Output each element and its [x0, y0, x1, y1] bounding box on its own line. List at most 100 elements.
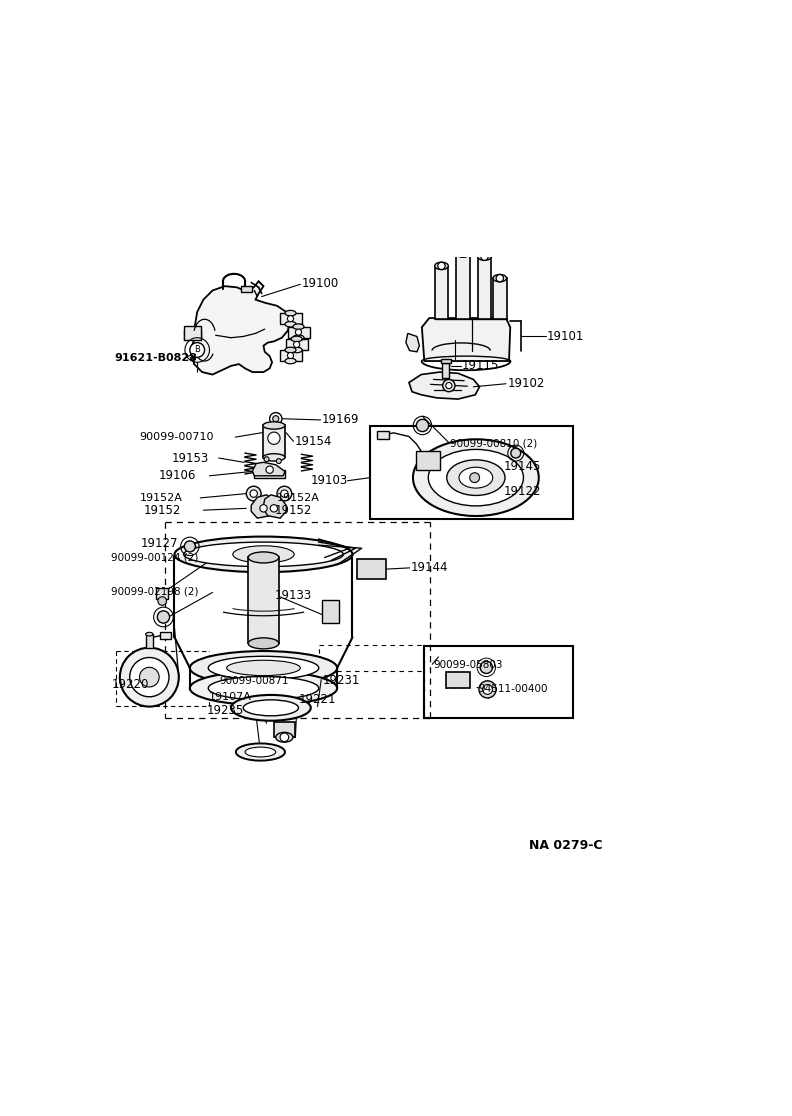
Text: 19103: 19103: [310, 474, 348, 488]
Text: 90099-00710: 90099-00710: [139, 432, 213, 442]
Text: 19145: 19145: [505, 460, 542, 473]
Polygon shape: [409, 372, 480, 400]
Ellipse shape: [478, 253, 491, 260]
Circle shape: [270, 504, 278, 512]
Bar: [286, 339, 308, 350]
Bar: [417, 451, 440, 470]
Ellipse shape: [184, 542, 343, 567]
Bar: [446, 672, 470, 687]
Ellipse shape: [208, 656, 318, 680]
Circle shape: [139, 667, 159, 687]
Bar: [322, 599, 339, 623]
Ellipse shape: [459, 468, 493, 488]
Ellipse shape: [263, 422, 285, 430]
Text: 94511-00400: 94511-00400: [478, 684, 548, 694]
Bar: [456, 253, 470, 319]
Bar: [478, 257, 491, 319]
Bar: [425, 646, 573, 719]
Bar: [435, 266, 448, 319]
Circle shape: [446, 383, 452, 388]
Circle shape: [280, 490, 288, 498]
Circle shape: [511, 449, 520, 458]
Text: 19221: 19221: [299, 693, 336, 705]
Ellipse shape: [236, 743, 285, 761]
Text: 90099-02198 (2): 90099-02198 (2): [111, 586, 199, 596]
Circle shape: [470, 473, 480, 482]
Ellipse shape: [447, 460, 505, 496]
Circle shape: [246, 487, 261, 501]
Text: 19122: 19122: [505, 485, 542, 498]
Circle shape: [287, 353, 294, 358]
Bar: [156, 587, 169, 598]
Bar: [493, 278, 507, 319]
Text: 19169: 19169: [322, 413, 360, 426]
Circle shape: [158, 597, 166, 605]
Circle shape: [417, 420, 428, 432]
Text: 19115: 19115: [462, 359, 499, 373]
Bar: [280, 350, 302, 362]
Text: 19154: 19154: [295, 435, 332, 448]
Bar: [184, 326, 201, 339]
Text: 19231: 19231: [322, 674, 360, 687]
Circle shape: [276, 459, 281, 463]
Ellipse shape: [248, 638, 279, 648]
Bar: [242, 286, 253, 292]
Text: 19152A: 19152A: [140, 493, 183, 503]
Circle shape: [130, 657, 169, 696]
Bar: [442, 363, 450, 378]
Text: 19100: 19100: [302, 277, 339, 289]
Ellipse shape: [293, 335, 304, 340]
Circle shape: [438, 262, 445, 270]
Polygon shape: [406, 334, 420, 352]
Bar: [254, 470, 285, 478]
Ellipse shape: [245, 747, 276, 757]
Ellipse shape: [146, 633, 153, 636]
Bar: [248, 558, 279, 643]
Circle shape: [277, 487, 291, 501]
Text: 19152: 19152: [275, 503, 313, 517]
Circle shape: [272, 415, 279, 422]
Bar: [356, 559, 386, 579]
Bar: [371, 426, 573, 519]
Circle shape: [120, 647, 179, 706]
Ellipse shape: [293, 324, 304, 329]
Circle shape: [280, 733, 288, 741]
Bar: [160, 632, 171, 639]
Circle shape: [266, 466, 273, 473]
Bar: [377, 431, 390, 439]
Polygon shape: [263, 494, 286, 518]
Text: 19107A: 19107A: [209, 692, 252, 702]
Polygon shape: [191, 281, 289, 375]
Text: 19101: 19101: [547, 330, 584, 343]
Bar: [268, 434, 274, 443]
Ellipse shape: [435, 262, 448, 270]
Ellipse shape: [493, 275, 507, 282]
Bar: [274, 722, 295, 738]
Circle shape: [481, 253, 488, 260]
Circle shape: [158, 610, 169, 623]
Circle shape: [459, 250, 466, 258]
Text: 19152A: 19152A: [277, 493, 320, 503]
Circle shape: [480, 661, 493, 673]
Text: 90099-00871: 90099-00871: [219, 676, 289, 686]
Ellipse shape: [285, 347, 296, 353]
Ellipse shape: [291, 336, 303, 341]
Text: 19144: 19144: [411, 561, 448, 575]
Text: 19133: 19133: [275, 589, 312, 602]
Circle shape: [190, 343, 204, 357]
Bar: [280, 314, 302, 325]
Ellipse shape: [285, 310, 296, 316]
Ellipse shape: [208, 676, 318, 700]
Ellipse shape: [190, 651, 337, 685]
Circle shape: [443, 379, 455, 392]
Ellipse shape: [248, 552, 279, 562]
Bar: [263, 425, 285, 458]
Circle shape: [496, 275, 504, 282]
Circle shape: [260, 504, 267, 512]
Text: 19127: 19127: [141, 537, 178, 550]
Bar: [146, 634, 153, 647]
Ellipse shape: [276, 732, 293, 742]
Text: 90099-05803: 90099-05803: [433, 661, 503, 671]
Ellipse shape: [174, 537, 352, 573]
Ellipse shape: [190, 672, 337, 705]
